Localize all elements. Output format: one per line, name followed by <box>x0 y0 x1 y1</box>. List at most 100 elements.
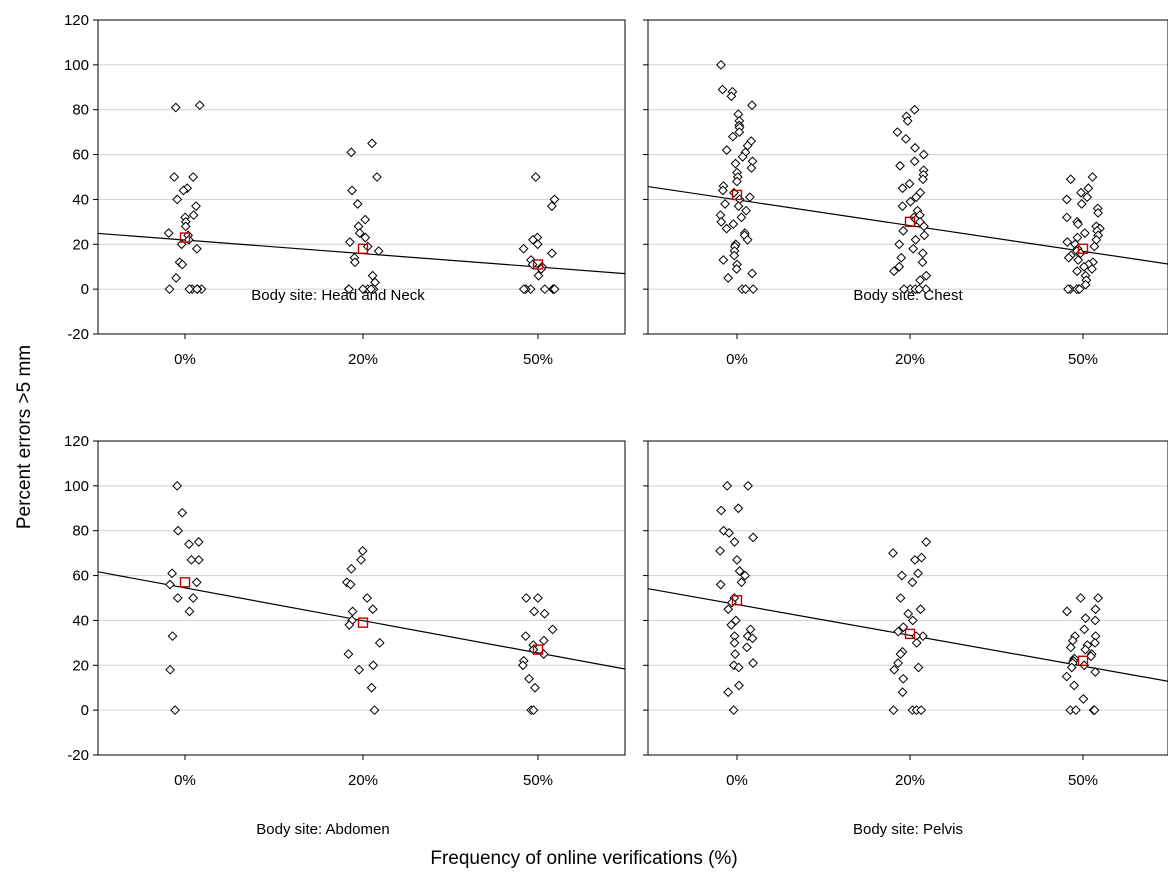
data-point <box>167 631 178 642</box>
data-point <box>1076 187 1086 198</box>
data-point <box>910 142 920 153</box>
y-tick-label: 100 <box>64 478 89 495</box>
data-point <box>1061 194 1072 205</box>
data-point <box>171 273 181 283</box>
data-point <box>172 480 183 491</box>
data-point <box>720 199 730 209</box>
data-point <box>521 593 532 603</box>
data-point <box>742 631 753 642</box>
data-point <box>897 201 908 212</box>
data-point <box>728 219 739 230</box>
data-point <box>915 275 926 286</box>
data-point <box>726 91 737 102</box>
y-tick-label: 20 <box>72 236 89 253</box>
data-point <box>897 183 908 194</box>
data-point <box>733 201 744 212</box>
data-point <box>748 658 758 668</box>
data-point <box>165 579 175 590</box>
data-point <box>357 545 368 556</box>
data-point <box>524 673 534 684</box>
data-point <box>918 174 928 185</box>
data-point <box>193 537 204 547</box>
data-point <box>918 149 929 160</box>
data-point <box>177 507 188 518</box>
data-point <box>528 234 538 245</box>
data-point <box>1083 183 1094 194</box>
data-point <box>538 635 549 646</box>
panel-caption: Body site: Chest <box>853 287 963 304</box>
data-point <box>919 221 929 232</box>
y-tick-label: 40 <box>72 191 89 208</box>
data-point <box>169 172 180 182</box>
data-point <box>547 248 557 259</box>
x-tick-label: 0% <box>726 351 748 368</box>
data-point <box>888 548 898 559</box>
panel-caption: Body site: Head and Neck <box>251 287 425 304</box>
data-point <box>908 243 919 254</box>
data-point <box>186 554 197 565</box>
data-point <box>538 649 549 659</box>
group-mean-marker <box>357 617 369 628</box>
data-point <box>374 637 385 648</box>
data-point <box>721 145 732 155</box>
data-point <box>747 268 758 279</box>
y-tick-label: 120 <box>64 12 89 29</box>
data-point <box>889 664 900 675</box>
data-point <box>917 631 928 642</box>
data-point <box>529 606 540 617</box>
data-point <box>1063 252 1074 263</box>
data-point <box>188 593 199 603</box>
data-point <box>715 545 726 556</box>
data-point <box>518 243 529 254</box>
data-point <box>747 633 758 644</box>
data-point <box>900 133 911 144</box>
data-point <box>911 192 922 203</box>
data-point <box>734 127 745 138</box>
data-point <box>744 192 755 203</box>
x-tick-label: 0% <box>174 351 196 368</box>
data-point <box>178 185 189 196</box>
x-tick-label: 0% <box>726 772 748 789</box>
group-mean-marker <box>731 189 743 201</box>
data-point <box>539 284 550 295</box>
data-point <box>1073 255 1084 265</box>
data-point <box>1087 264 1097 274</box>
data-point <box>1065 642 1076 653</box>
data-point <box>192 284 202 295</box>
data-point <box>736 212 747 223</box>
data-point <box>547 624 558 635</box>
data-point <box>894 239 905 250</box>
data-point <box>546 201 557 212</box>
data-point <box>913 662 924 673</box>
data-point <box>717 84 728 95</box>
data-point <box>888 705 899 716</box>
data-point <box>915 604 926 615</box>
data-point <box>892 127 903 138</box>
y-tick-label: 20 <box>72 657 89 674</box>
data-point <box>736 577 747 588</box>
panel-caption: Body site: Pelvis <box>853 821 963 838</box>
data-point <box>916 552 927 563</box>
data-point <box>910 554 920 565</box>
data-point <box>716 59 726 70</box>
data-point <box>173 525 183 536</box>
data-point <box>748 532 759 543</box>
data-point <box>172 593 183 603</box>
data-point <box>741 205 752 216</box>
data-point <box>170 705 180 716</box>
data-point <box>354 664 365 675</box>
plot-frame <box>647 440 1168 756</box>
data-point <box>745 624 756 635</box>
plot-frame <box>647 19 1168 335</box>
data-point <box>527 259 538 270</box>
data-point <box>549 194 560 205</box>
data-point <box>1063 284 1073 295</box>
data-point <box>907 615 918 626</box>
data-point <box>1093 207 1103 218</box>
regression-line <box>648 588 1168 682</box>
data-point <box>718 525 729 536</box>
y-tick-label: 80 <box>72 523 89 540</box>
x-tick-label: 20% <box>895 351 925 368</box>
data-point <box>898 673 909 684</box>
data-point <box>344 284 354 295</box>
